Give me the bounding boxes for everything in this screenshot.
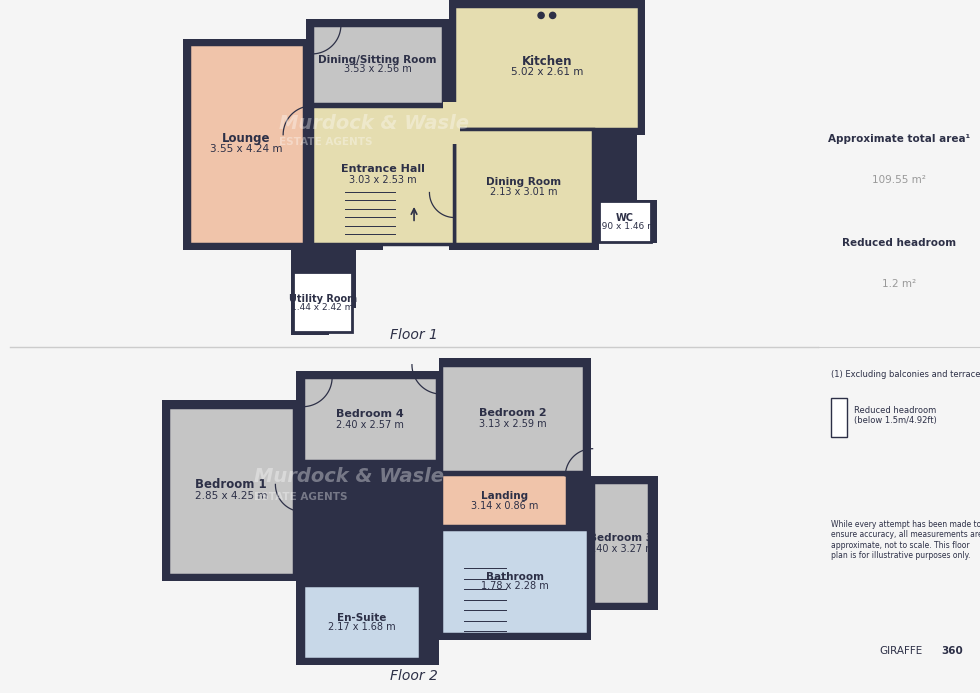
Text: 3.03 x 2.53 m: 3.03 x 2.53 m — [350, 175, 417, 185]
Bar — [593, 482, 650, 604]
Bar — [303, 377, 437, 462]
Text: En-Suite: En-Suite — [337, 613, 386, 623]
Bar — [599, 202, 651, 242]
Text: Bedroom 2: Bedroom 2 — [479, 408, 547, 418]
Circle shape — [538, 1, 544, 7]
Text: WC: WC — [615, 213, 634, 223]
Text: 3.14 x 0.86 m: 3.14 x 0.86 m — [470, 500, 538, 511]
Text: ESTATE AGENTS: ESTATE AGENTS — [279, 137, 372, 148]
Text: GIRAFFE: GIRAFFE — [880, 647, 923, 656]
Text: ESTATE AGENTS: ESTATE AGENTS — [255, 492, 348, 502]
Bar — [303, 585, 420, 659]
Text: Bathroom: Bathroom — [486, 572, 544, 582]
Text: Reduced headroom
(below 1.5m/4.92ft): Reduced headroom (below 1.5m/4.92ft) — [854, 406, 937, 426]
Text: Lounge: Lounge — [222, 132, 270, 145]
Bar — [312, 106, 455, 245]
Text: 2.17 x 1.68 m: 2.17 x 1.68 m — [327, 622, 395, 633]
Text: 109.55 m²: 109.55 m² — [872, 175, 926, 185]
Text: While every attempt has been made to
ensure accuracy, all measurements are
appro: While every attempt has been made to ens… — [831, 520, 980, 560]
Text: 360: 360 — [941, 647, 963, 656]
Text: Dining/Sitting Room: Dining/Sitting Room — [318, 55, 437, 65]
Text: Bedroom 3: Bedroom 3 — [589, 533, 653, 543]
Bar — [455, 129, 593, 245]
Text: 2.40 x 3.27 m: 2.40 x 3.27 m — [587, 544, 655, 554]
Bar — [443, 102, 461, 144]
Text: 3.13 x 2.59 m: 3.13 x 2.59 m — [479, 419, 547, 429]
Bar — [441, 529, 588, 633]
Bar — [293, 272, 353, 332]
Text: 5.02 x 2.61 m: 5.02 x 2.61 m — [511, 67, 583, 78]
Text: 1.78 x 2.28 m: 1.78 x 2.28 m — [481, 581, 549, 592]
Bar — [441, 474, 567, 527]
Bar — [169, 407, 294, 574]
Bar — [831, 398, 848, 437]
Text: Kitchen: Kitchen — [521, 55, 572, 68]
Circle shape — [550, 12, 556, 19]
Bar — [441, 365, 584, 472]
Text: 0.90 x 1.46 m: 0.90 x 1.46 m — [594, 222, 657, 231]
Bar — [189, 44, 305, 245]
Bar — [455, 6, 639, 129]
Text: (1) Excluding balconies and terraces: (1) Excluding balconies and terraces — [831, 370, 980, 378]
Text: Reduced headroom: Reduced headroom — [842, 238, 956, 247]
Bar — [312, 25, 443, 104]
Text: 2.13 x 3.01 m: 2.13 x 3.01 m — [490, 186, 558, 197]
Text: Floor 1: Floor 1 — [390, 328, 438, 342]
Text: 3.55 x 4.24 m: 3.55 x 4.24 m — [211, 144, 283, 155]
Circle shape — [550, 1, 556, 7]
Text: Approximate total area¹: Approximate total area¹ — [828, 134, 970, 143]
Polygon shape — [162, 358, 658, 665]
Text: Entrance Hall: Entrance Hall — [341, 164, 425, 175]
Text: 2.85 x 4.25 m: 2.85 x 4.25 m — [195, 491, 268, 501]
Text: Floor 2: Floor 2 — [390, 669, 438, 683]
Polygon shape — [183, 0, 657, 335]
Text: Bedroom 1: Bedroom 1 — [195, 478, 268, 491]
Circle shape — [538, 12, 544, 19]
Text: Bedroom 4: Bedroom 4 — [336, 410, 404, 419]
Text: 3.53 x 2.56 m: 3.53 x 2.56 m — [344, 64, 412, 74]
Text: 1.44 x 2.42 m: 1.44 x 2.42 m — [291, 303, 354, 312]
Text: 2.40 x 2.57 m: 2.40 x 2.57 m — [336, 420, 404, 430]
Text: Landing: Landing — [481, 491, 528, 501]
Text: 1.2 m²: 1.2 m² — [882, 279, 916, 289]
Text: Utility Room: Utility Room — [288, 294, 357, 304]
Text: Murdock & Wasle: Murdock & Wasle — [255, 466, 444, 486]
Text: Murdock & Wasle: Murdock & Wasle — [279, 114, 469, 132]
Text: Dining Room: Dining Room — [486, 177, 562, 187]
